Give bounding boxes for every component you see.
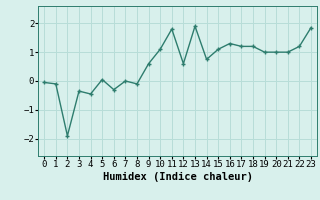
X-axis label: Humidex (Indice chaleur): Humidex (Indice chaleur) xyxy=(103,172,252,182)
